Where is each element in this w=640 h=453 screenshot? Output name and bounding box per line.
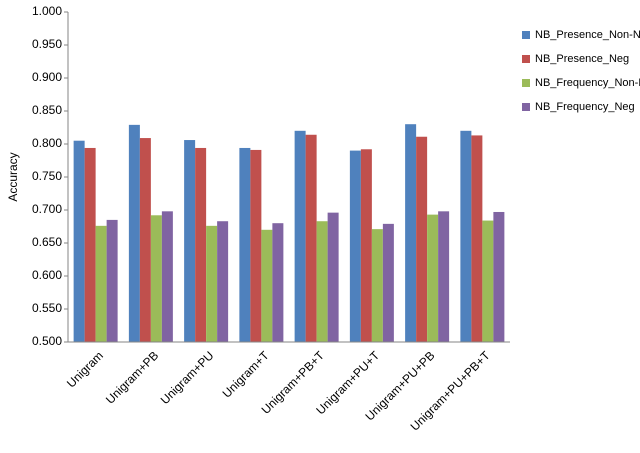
x-tick-label: Unigram+PB [103,348,161,406]
bar [106,219,118,342]
bar [305,134,317,342]
bar [95,225,107,342]
y-axis-label: Accuracy [6,152,20,201]
bar [382,223,394,342]
bar [161,211,173,342]
legend-swatch [522,103,530,111]
bar [184,140,196,342]
bar [150,215,162,342]
x-tick-label: Unigram [64,348,106,390]
legend-label: NB_Presence_Neg [535,53,629,65]
bar [360,149,372,342]
legend-label: NB_Frequency_Neg [535,101,635,113]
y-tick-label: 0.650 [32,235,62,249]
bar [405,124,417,342]
bar [73,140,85,342]
bar [128,124,140,342]
bar [482,220,494,342]
bar [493,211,505,342]
y-tick-label: 0.700 [32,202,62,216]
y-tick-label: 0.850 [32,103,62,117]
y-tick-label: 0.800 [32,136,62,150]
y-tick-label: 0.950 [32,37,62,51]
bar [438,211,450,342]
y-tick-label: 0.750 [32,169,62,183]
legend-swatch [522,31,530,39]
bar [261,229,273,342]
bar [327,212,339,342]
bar [84,147,96,342]
y-tick-label: 0.550 [32,301,62,315]
x-tick-label: Unigram+T [220,348,273,401]
y-tick-label: 0.900 [32,70,62,84]
legend-label: NB_Frequency_Non-Neg [535,77,640,89]
bar [250,149,262,342]
bar [139,138,151,342]
y-tick-label: 1.000 [32,4,62,18]
y-tick-label: 0.500 [32,334,62,348]
bar [206,225,218,342]
bar [294,130,306,342]
bar [272,223,284,342]
bar [460,130,472,342]
legend-swatch [522,55,530,63]
bar [471,135,483,342]
bar [239,147,251,342]
bar [316,221,328,342]
bar [195,147,207,342]
bar [416,136,428,342]
legend-swatch [522,79,530,87]
bar [217,221,229,342]
bar [427,214,439,342]
legend-label: NB_Presence_Non-Neg [535,29,640,41]
bar [349,150,361,342]
x-tick-label: Unigram+PU [158,348,217,407]
y-tick-label: 0.600 [32,268,62,282]
bar [371,229,383,342]
